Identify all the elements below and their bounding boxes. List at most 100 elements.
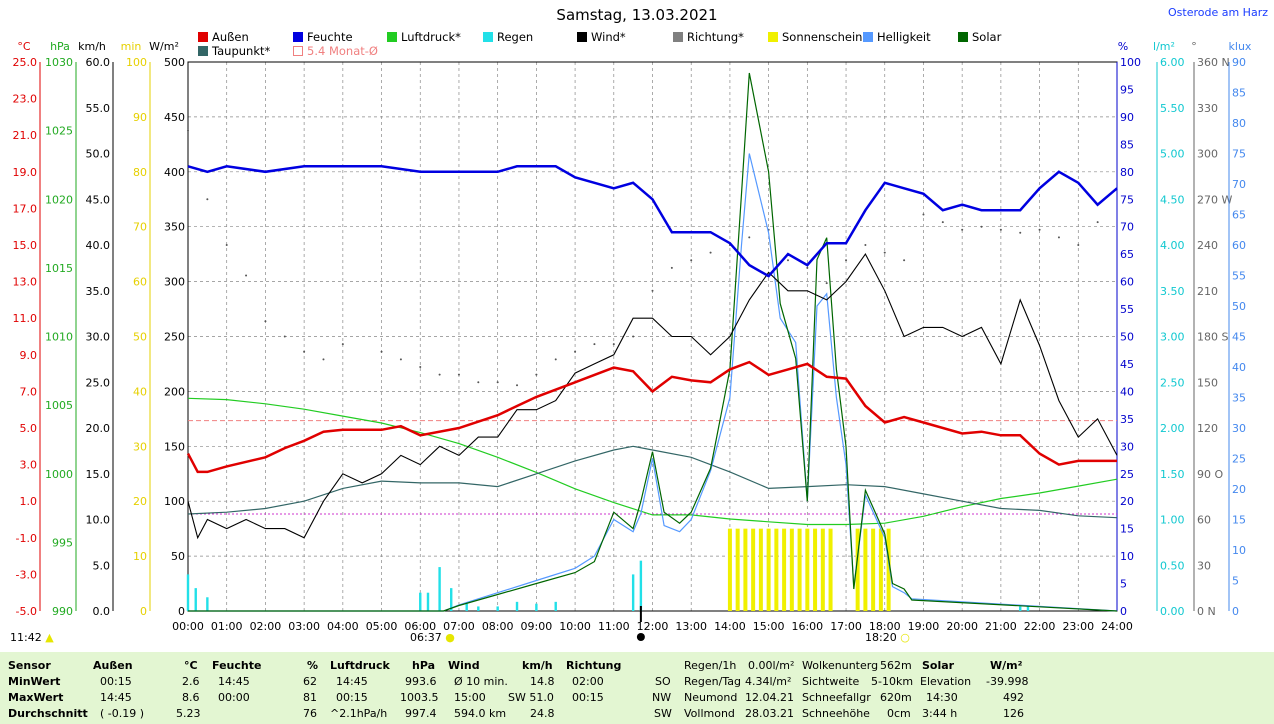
stats-header-sensor: Sensor [8, 659, 51, 672]
direction-point [399, 358, 402, 361]
temperature-series-line [186, 360, 1117, 474]
rain-bar [554, 601, 557, 611]
humidity-tick-label: 55 [1120, 303, 1134, 316]
stats-cell: 993.6 [405, 675, 437, 688]
stats-header-solar: Solar [922, 659, 955, 672]
time-tick-label: 14:00 [714, 620, 746, 633]
direction-tick-label: 360 N [1197, 56, 1230, 69]
legend-swatch [293, 32, 303, 42]
direction-tick-label: 270 W [1197, 193, 1232, 206]
stats-cell: 14:30 [926, 691, 958, 704]
stats-cell: 620m [880, 691, 912, 704]
direction-point [632, 335, 635, 338]
direction-tick-label: 90 O [1197, 468, 1223, 481]
time-tick-label: 04:00 [327, 620, 359, 633]
lux-tick-label: 50 [1232, 300, 1246, 313]
rain-bar [206, 597, 209, 611]
lux-tick-label: 85 [1232, 87, 1246, 100]
legend-label: Regen [497, 30, 534, 44]
stats-header-wind: Wind [448, 659, 480, 672]
stats-cell: ( -0.19 ) [100, 707, 145, 720]
stats-cell: Sichtweite [802, 675, 860, 688]
rain-bar [419, 592, 422, 611]
sunshine-bar [863, 528, 868, 611]
sunshine-bar [828, 528, 833, 611]
stats-cell: Elevation [920, 675, 972, 688]
sun-min-tick-label: 0 [140, 605, 147, 618]
time-tick-label: 03:00 [288, 620, 320, 633]
time-tick-label: 06:00 [404, 620, 436, 633]
stats-cell: Regen/Tag [684, 675, 741, 688]
stats-cell: Vollmond [684, 707, 735, 720]
time-tick-label: 24:00 [1101, 620, 1133, 633]
solar-tick-label: 150 [164, 440, 185, 453]
location-link[interactable]: Osterode am Harz [1168, 6, 1268, 19]
pressure-unit-label: hPa [50, 40, 70, 53]
temp-tick-label: 15.0 [13, 239, 38, 252]
sunshine-bar [782, 528, 787, 611]
stats-cell: 3:44 h [922, 707, 958, 720]
direction-point [651, 289, 654, 292]
stats-cell: 00:00 [218, 691, 250, 704]
humidity-tick-label: 35 [1120, 413, 1134, 426]
lux-tick-label: 80 [1232, 117, 1246, 130]
rain-bar [194, 588, 197, 611]
direction-tick-label: 210 [1197, 285, 1218, 298]
time-tick-label: 15:00 [753, 620, 785, 633]
lux-unit-label: klux [1229, 40, 1252, 53]
time-tick-label: 02:00 [250, 620, 282, 633]
wind-tick-label: 50.0 [86, 148, 111, 161]
rain-tick-label: 6.00 [1160, 56, 1185, 69]
humidity-tick-label: 100 [1120, 56, 1141, 69]
humidity-tick-label: 5 [1120, 578, 1127, 591]
sunshine-bar [751, 528, 756, 611]
direction-tick-label: 300 [1197, 148, 1218, 161]
stats-header-luftdruck-unit: hPa [412, 659, 436, 672]
stats-cell: NW [652, 691, 672, 704]
direction-tick-label: 330 [1197, 102, 1218, 115]
legend-item: Luftdruck* [387, 30, 461, 44]
stats-cell: 562m [880, 659, 912, 672]
pressure-tick-label: 1020 [45, 193, 73, 206]
legend-label: Helligkeit [877, 30, 931, 44]
legend-label: Richtung* [687, 30, 744, 44]
sunshine-bar [797, 528, 802, 611]
humidity-tick-label: 15 [1120, 523, 1134, 536]
direction-point [864, 244, 867, 246]
direction-point [825, 282, 828, 285]
pressure-tick-label: 1005 [45, 399, 73, 412]
rain-bar [631, 574, 635, 611]
stats-cell: 594.0 km [454, 707, 507, 720]
weather-chart: 25.0 23.0 21.0 19.0 17.0 15.0 13.0 11.0 9.0 7.0 5.… [13, 40, 1252, 641]
legend-item: Feuchte [293, 30, 353, 44]
legend-item: Taupunkt* [198, 44, 270, 58]
rain-tick-label: 1.50 [1160, 468, 1185, 481]
legend-swatch [958, 32, 968, 42]
humidity-unit-label: % [1118, 40, 1128, 53]
sun-min-tick-label: 10 [133, 550, 147, 563]
stats-cell: SO [655, 675, 671, 688]
wind-tick-label: 40.0 [86, 239, 111, 252]
temp-tick-label: 17.0 [13, 202, 38, 215]
legend-label: Feuchte [307, 30, 353, 44]
direction-tick-label: 150 [1197, 376, 1218, 389]
direction-point [748, 236, 751, 239]
stats-cell: 14:45 [218, 675, 250, 688]
direction-point [999, 228, 1002, 231]
rain-tick-label: 5.00 [1160, 148, 1185, 161]
stats-row-max: MaxWert [8, 691, 64, 704]
legend-label: Luftdruck* [401, 30, 461, 44]
humidity-tick-label: 25 [1120, 468, 1134, 481]
time-tick-label: 08:00 [482, 620, 514, 633]
legend-swatch [863, 32, 873, 42]
direction-point [845, 259, 848, 262]
time-tick-label: 07:00 [443, 620, 475, 633]
direction-point [419, 366, 422, 368]
stats-cell: 28.03.21 [745, 707, 794, 720]
stats-cell: 76 [303, 707, 317, 720]
legend-item: Solar [958, 30, 1001, 44]
stats-cell: 5-10km [871, 675, 914, 688]
time-tick-label: 13:00 [675, 620, 707, 633]
lux-tick-label: 35 [1232, 392, 1246, 405]
sunshine-bar [766, 528, 771, 611]
